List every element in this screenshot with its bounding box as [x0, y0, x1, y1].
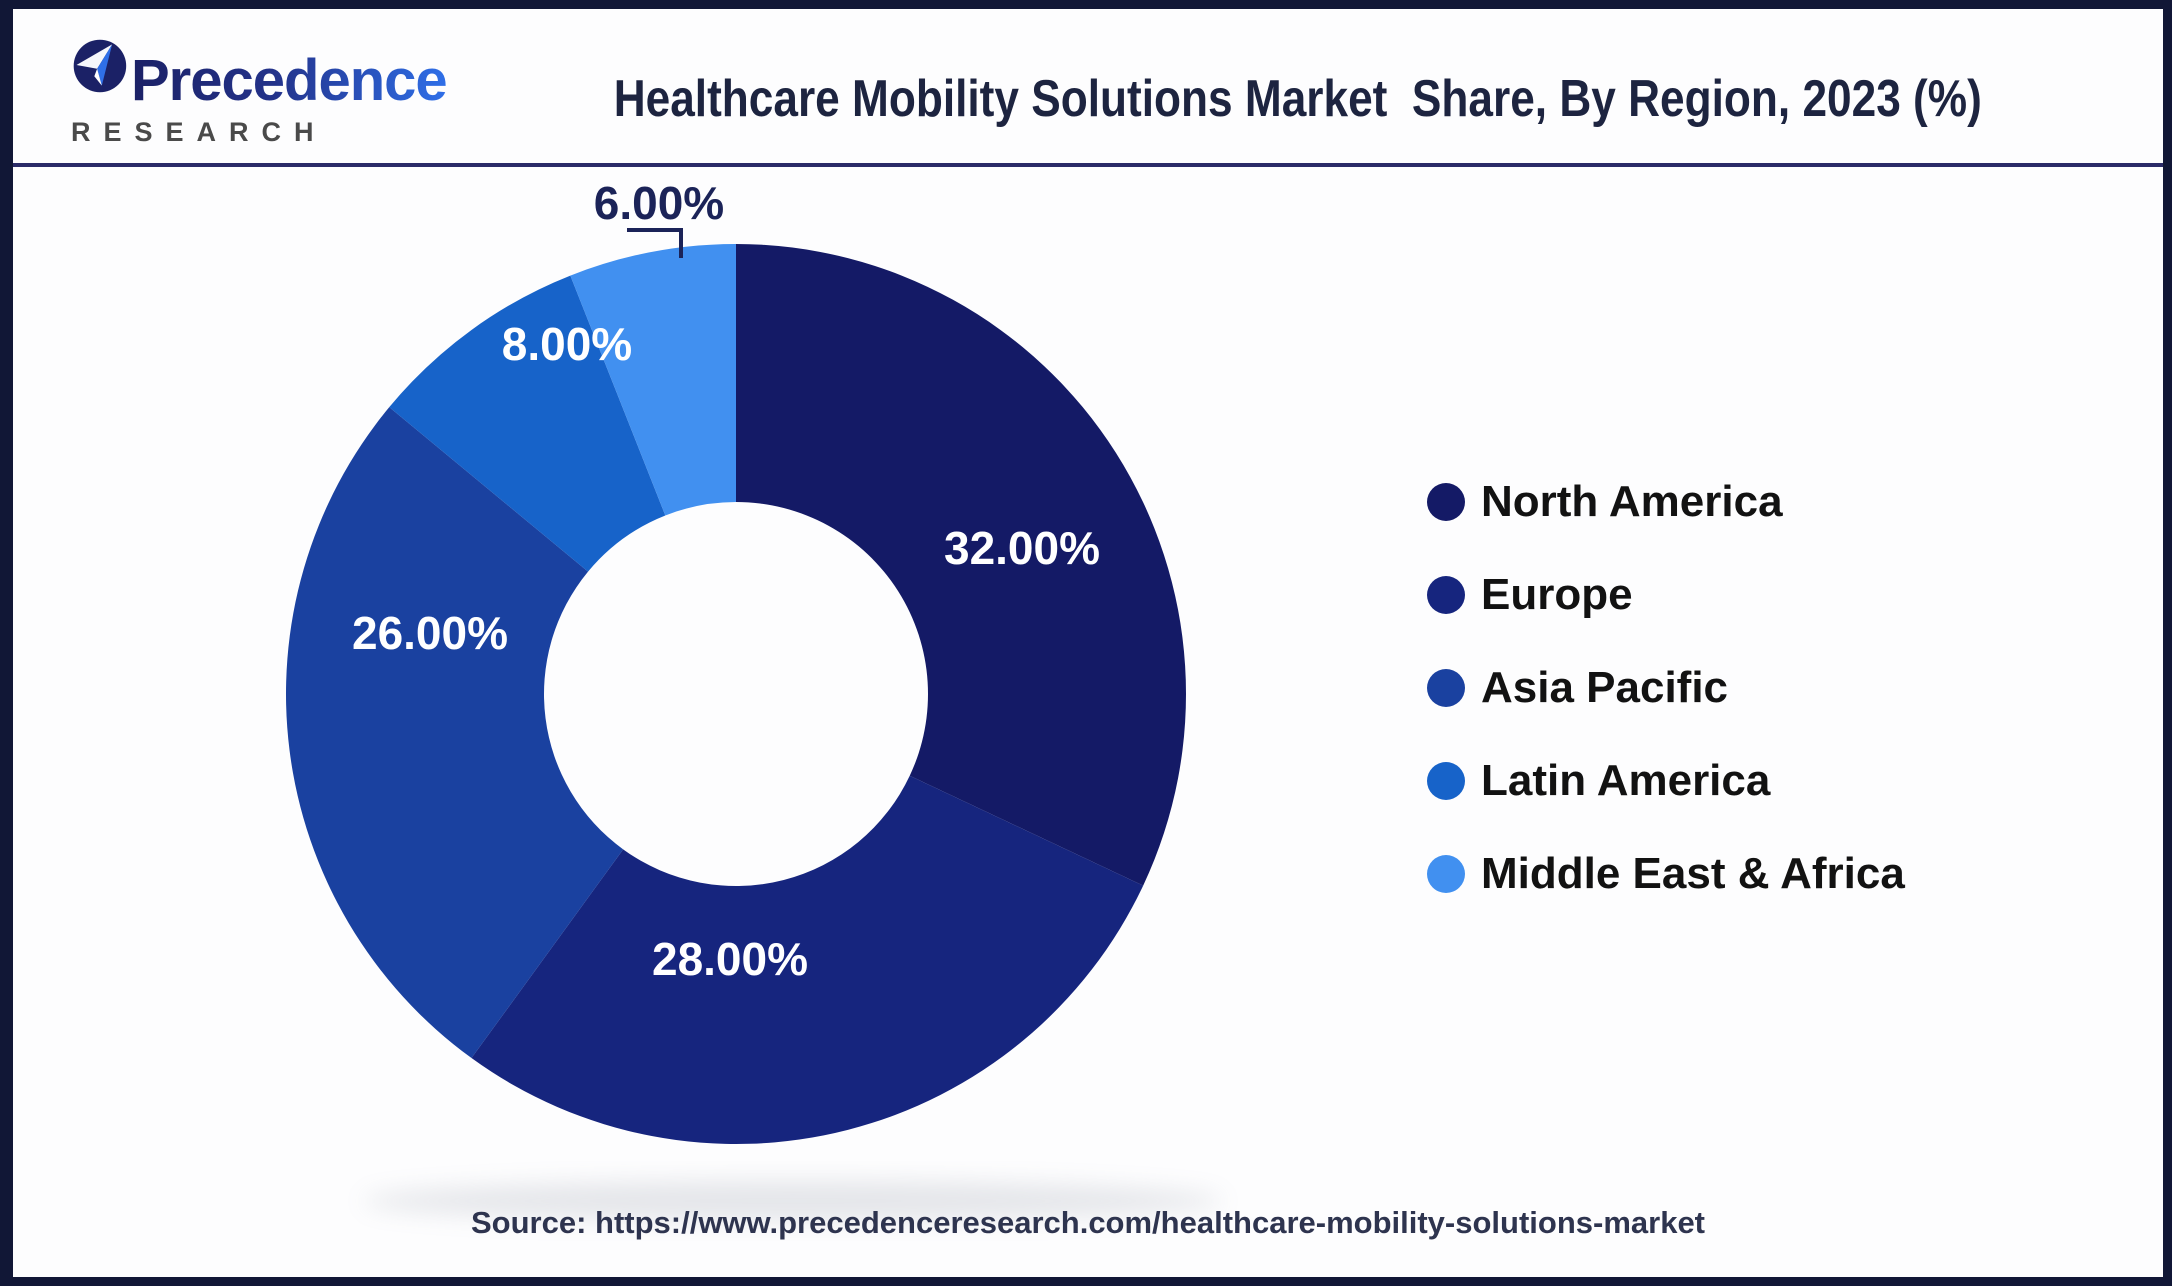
- legend-item-middle-east-africa[interactable]: Middle East & Africa: [1427, 847, 1905, 901]
- legend-label: Europe: [1481, 570, 1633, 619]
- donut-chart: 32.00% 28.00% 26.00% 8.00% 6.00%: [286, 177, 1223, 1221]
- slice-latin-america[interactable]: [389, 275, 666, 572]
- legend-label: Asia Pacific: [1481, 663, 1729, 712]
- donut-shadow: [363, 1181, 1223, 1221]
- legend-label: Latin America: [1481, 756, 1771, 805]
- source-note: Source: https://www.precedenceresearch.c…: [470, 1205, 1706, 1240]
- chart-title-wrap: Healthcare Mobility Solutions Market Sha…: [543, 49, 2053, 149]
- legend-item-europe[interactable]: Europe: [1427, 568, 1905, 622]
- slice-value-label: 32.00%: [944, 522, 1100, 574]
- legend-dot-icon: [1427, 762, 1465, 800]
- precedence-research-logo: Precedence RESEARCH: [65, 29, 545, 159]
- legend-dot-icon: [1427, 669, 1465, 707]
- callout-leader-line: [627, 228, 683, 258]
- donut-slices: [286, 244, 1186, 1144]
- slice-value-label: 28.00%: [652, 933, 808, 985]
- legend-dot-icon: [1427, 576, 1465, 614]
- slice-labels: 32.00% 28.00% 26.00% 8.00% 6.00%: [352, 177, 1100, 985]
- slice-europe[interactable]: [471, 775, 1144, 1144]
- legend-label: North America: [1481, 477, 1783, 526]
- chart-legend: North America Europe Asia Pacific Latin Ame…: [1427, 475, 1905, 940]
- paper-plane-icon: [73, 39, 127, 93]
- header-divider: [13, 163, 2163, 167]
- brand-subtitle: RESEARCH: [71, 117, 327, 147]
- legend-item-north-america[interactable]: North America: [1427, 475, 1905, 529]
- slice-north-america[interactable]: [736, 244, 1186, 886]
- slice-middle-east-africa[interactable]: [570, 244, 736, 516]
- legend-dot-icon: [1427, 483, 1465, 521]
- chart-title: Healthcare Mobility Solutions Market Sha…: [613, 70, 1983, 128]
- slice-value-label: 6.00%: [594, 177, 724, 229]
- slice-value-label: 26.00%: [352, 607, 508, 659]
- legend-item-asia-pacific[interactable]: Asia Pacific: [1427, 661, 1905, 715]
- legend-label: Middle East & Africa: [1481, 849, 1905, 898]
- slice-asia-pacific[interactable]: [286, 407, 624, 1059]
- legend-item-latin-america[interactable]: Latin America: [1427, 754, 1905, 808]
- brand-name: Precedence: [131, 48, 448, 113]
- slice-value-label: 8.00%: [502, 318, 632, 370]
- legend-dot-icon: [1427, 855, 1465, 893]
